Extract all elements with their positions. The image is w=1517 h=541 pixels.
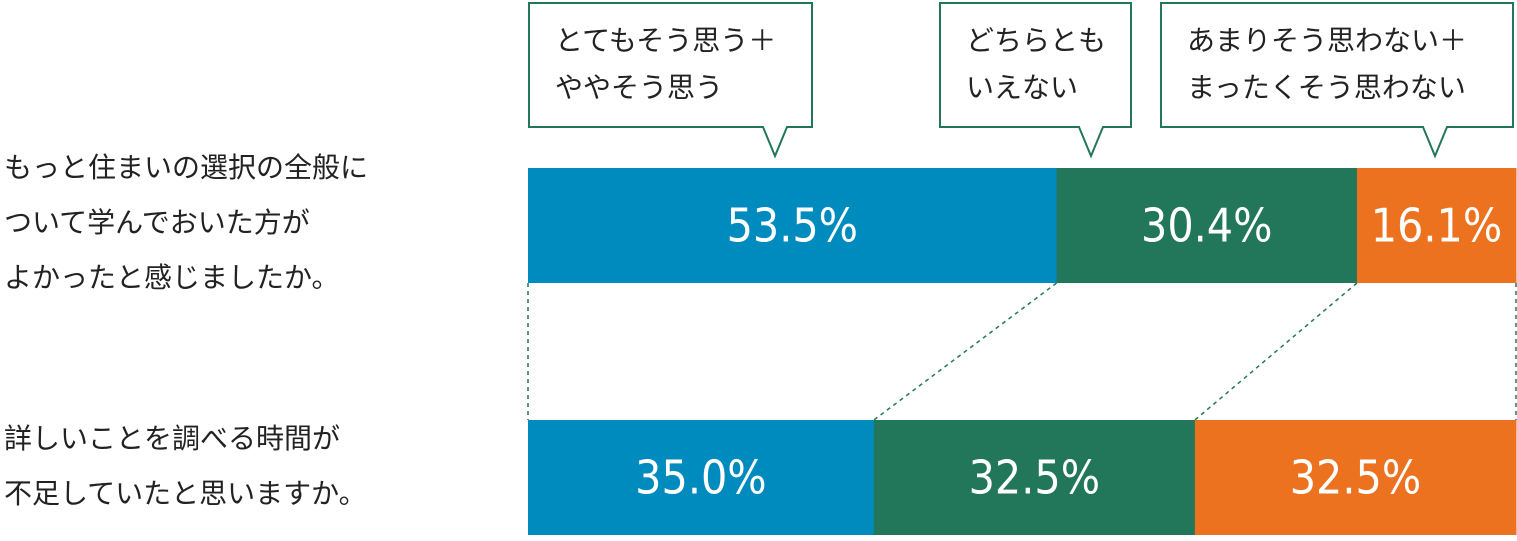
question-1-line-3: よかったと感じましたか。 — [4, 261, 339, 294]
legend-label-2-line-1: どちらとも — [966, 24, 1106, 57]
legend-label-1-line-2: ややそう思う — [555, 71, 723, 104]
legend-callout-1 — [528, 2, 813, 159]
question-2-line-1: 詳しいことを調べる時間が — [4, 422, 340, 455]
value-label-2-3: 32.5% — [1290, 451, 1421, 505]
question-2-line-2: 不足していたと思いますか。 — [4, 477, 367, 510]
value-label-1-3: 16.1% — [1371, 199, 1502, 253]
legend-label-1-line-1: とてもそう思う＋ — [555, 24, 776, 57]
legend-label-2-line-2: いえない — [966, 71, 1078, 104]
legend-callout-3 — [1160, 2, 1514, 159]
bar-segment-1-1 — [528, 168, 1058, 283]
legend-callout-2 — [939, 2, 1132, 159]
bar-segment-2-2 — [873, 420, 1196, 535]
bars: 53.5% 30.4% 16.1% 35.0% 32.5% 32.5% — [528, 168, 1517, 535]
connector-lines — [527, 282, 1517, 421]
question-1-line-2: ついて学んでおいた方が — [4, 206, 310, 239]
value-label-2-2: 32.5% — [969, 451, 1100, 505]
legend-label-3-line-1: あまりそう思わない＋ — [1187, 24, 1467, 57]
bar-segment-2-1 — [528, 420, 875, 535]
question-labels: もっと住まいの選択の全般について学んでおいた方がよかったと感じましたか。詳しいこ… — [4, 151, 368, 510]
bar-segment-2-3 — [1194, 420, 1517, 535]
bar-segment-1-2 — [1056, 168, 1358, 283]
value-label-1-2: 30.4% — [1141, 199, 1272, 253]
connector-line-2 — [873, 282, 1058, 421]
value-label-1-1: 53.5% — [727, 199, 858, 253]
legend-label-3-line-2: まったくそう思わない — [1187, 71, 1466, 104]
bar-segment-1-3 — [1356, 168, 1517, 283]
value-label-2-1: 35.0% — [635, 451, 766, 505]
connector-line-3 — [1194, 282, 1358, 421]
question-1-line-1: もっと住まいの選択の全般に — [4, 151, 368, 184]
